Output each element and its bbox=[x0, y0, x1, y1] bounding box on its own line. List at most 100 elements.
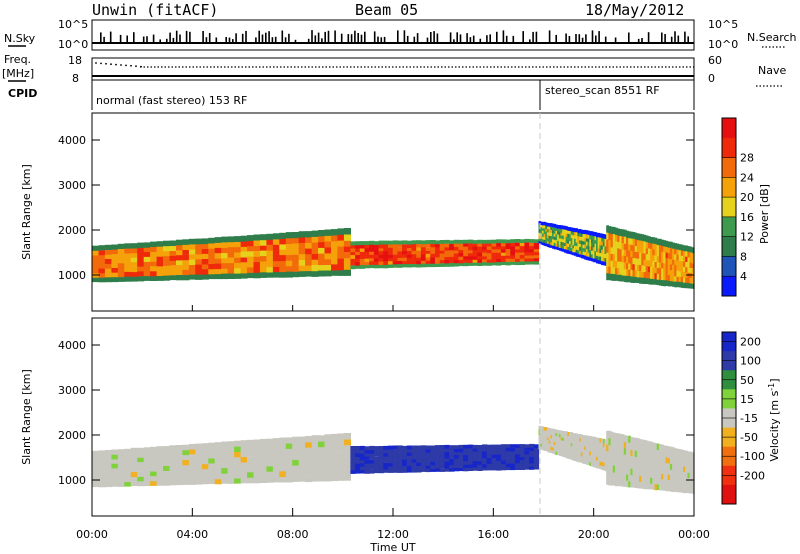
heatmap-cell bbox=[550, 229, 553, 233]
heatmap-cell bbox=[667, 479, 671, 487]
heatmap-cell bbox=[621, 460, 625, 468]
heatmap-cell bbox=[359, 258, 366, 263]
heatmap-cell bbox=[560, 228, 563, 233]
heatmap-cell bbox=[548, 442, 551, 447]
heatmap-cell bbox=[491, 261, 497, 266]
nave-tick-high: 60 bbox=[708, 54, 722, 67]
heatmap-cell bbox=[234, 456, 242, 463]
heatmap-cell bbox=[661, 444, 664, 451]
heatmap-cell bbox=[612, 253, 616, 262]
heatmap-cell bbox=[597, 464, 600, 469]
heatmap-cell bbox=[669, 247, 673, 254]
heatmap-cell bbox=[500, 248, 507, 253]
heatmap-cell bbox=[552, 431, 555, 436]
heatmap-cell bbox=[311, 247, 319, 254]
heatmap-cell bbox=[117, 467, 125, 473]
heatmap-cell bbox=[137, 247, 145, 253]
heatmap-cell bbox=[411, 246, 417, 251]
heatmap-cell bbox=[292, 232, 300, 239]
heatmap-cell bbox=[580, 441, 584, 446]
heatmap-cell bbox=[676, 264, 680, 271]
heatmap-cell bbox=[636, 276, 640, 283]
colorbar-swatch bbox=[722, 236, 736, 257]
heatmap-cell bbox=[608, 239, 612, 247]
heatmap-cell bbox=[439, 246, 445, 251]
heatmap-cell bbox=[324, 235, 332, 242]
heatmap-cell bbox=[227, 267, 235, 274]
heatmap-cell bbox=[510, 248, 516, 253]
heatmap-cell bbox=[621, 235, 625, 243]
heatmap-cell bbox=[550, 223, 553, 227]
heatmap-cell bbox=[266, 476, 274, 483]
heatmap-cell bbox=[373, 469, 380, 474]
heatmap-cell bbox=[247, 456, 255, 463]
nsky-bar bbox=[142, 36, 145, 43]
heatmap-cell bbox=[324, 463, 332, 470]
heatmap-cell bbox=[580, 452, 584, 457]
heatmap-cell bbox=[188, 474, 196, 480]
heatmap-cell bbox=[458, 467, 464, 472]
heatmap-cell bbox=[599, 461, 602, 466]
heatmap-cell bbox=[591, 454, 594, 460]
heatmap-cell bbox=[628, 455, 631, 462]
heatmap-cell bbox=[557, 432, 560, 437]
heatmap-cell bbox=[543, 438, 546, 443]
heatmap-cell bbox=[515, 463, 521, 467]
heatmap-cell bbox=[567, 236, 570, 241]
heatmap-cell bbox=[214, 252, 222, 259]
nsky-bar bbox=[413, 36, 416, 43]
heatmap-cell bbox=[569, 452, 572, 457]
heatmap-cell bbox=[645, 446, 649, 454]
heatmap-cell bbox=[592, 462, 595, 468]
heatmap-cell bbox=[643, 464, 647, 471]
heatmap-cell bbox=[98, 454, 106, 460]
heatmap-cell bbox=[486, 450, 492, 455]
heatmap-cell bbox=[529, 254, 535, 259]
heatmap-cell bbox=[623, 479, 627, 487]
nsky-bar bbox=[235, 33, 237, 43]
heatmap-cell bbox=[364, 244, 370, 249]
heatmap-cell bbox=[221, 441, 229, 448]
heatmap-cell bbox=[652, 254, 656, 262]
heatmap-cell bbox=[240, 241, 248, 247]
heatmap-cell bbox=[453, 451, 460, 455]
heatmap-cell bbox=[472, 451, 478, 455]
heatmap-cell bbox=[650, 453, 653, 460]
heatmap-cell bbox=[392, 449, 398, 454]
heatmap-cell bbox=[124, 481, 132, 487]
heatmap-cell bbox=[652, 454, 656, 461]
heatmap-cell bbox=[425, 247, 431, 252]
heatmap-cell bbox=[579, 440, 582, 445]
heatmap-cell bbox=[680, 271, 684, 277]
heatmap-cell bbox=[560, 433, 563, 438]
heatmap-cell bbox=[667, 263, 671, 270]
heatmap-cell bbox=[663, 473, 667, 480]
heatmap-cell bbox=[439, 445, 445, 449]
heatmap-cell bbox=[628, 467, 631, 475]
heatmap-cell bbox=[667, 258, 671, 265]
heatmap-cell bbox=[444, 256, 450, 260]
heatmap-cell bbox=[661, 256, 664, 263]
heatmap-cell bbox=[378, 462, 384, 467]
heatmap-cell bbox=[596, 459, 599, 465]
heatmap-cell bbox=[645, 476, 649, 483]
nsky-bar bbox=[321, 38, 323, 43]
heatmap-cell bbox=[617, 228, 620, 236]
heatmap-cell bbox=[392, 244, 398, 248]
heatmap-cell bbox=[392, 465, 398, 470]
heatmap-cell bbox=[467, 460, 474, 465]
heatmap-cell bbox=[435, 454, 441, 459]
heatmap-cell bbox=[575, 252, 578, 257]
heatmap-cell bbox=[689, 256, 693, 263]
heatmap-cell bbox=[543, 447, 546, 451]
heatmap-cell bbox=[650, 482, 653, 490]
nsky-bar bbox=[529, 39, 531, 43]
heatmap-cell bbox=[687, 487, 691, 494]
heatmap-cell bbox=[130, 480, 138, 486]
heatmap-cell bbox=[458, 457, 464, 462]
heatmap-cell bbox=[628, 480, 631, 488]
heatmap-cell bbox=[402, 257, 408, 262]
heatmap-cell bbox=[435, 253, 441, 258]
heatmap-cell bbox=[104, 244, 112, 250]
